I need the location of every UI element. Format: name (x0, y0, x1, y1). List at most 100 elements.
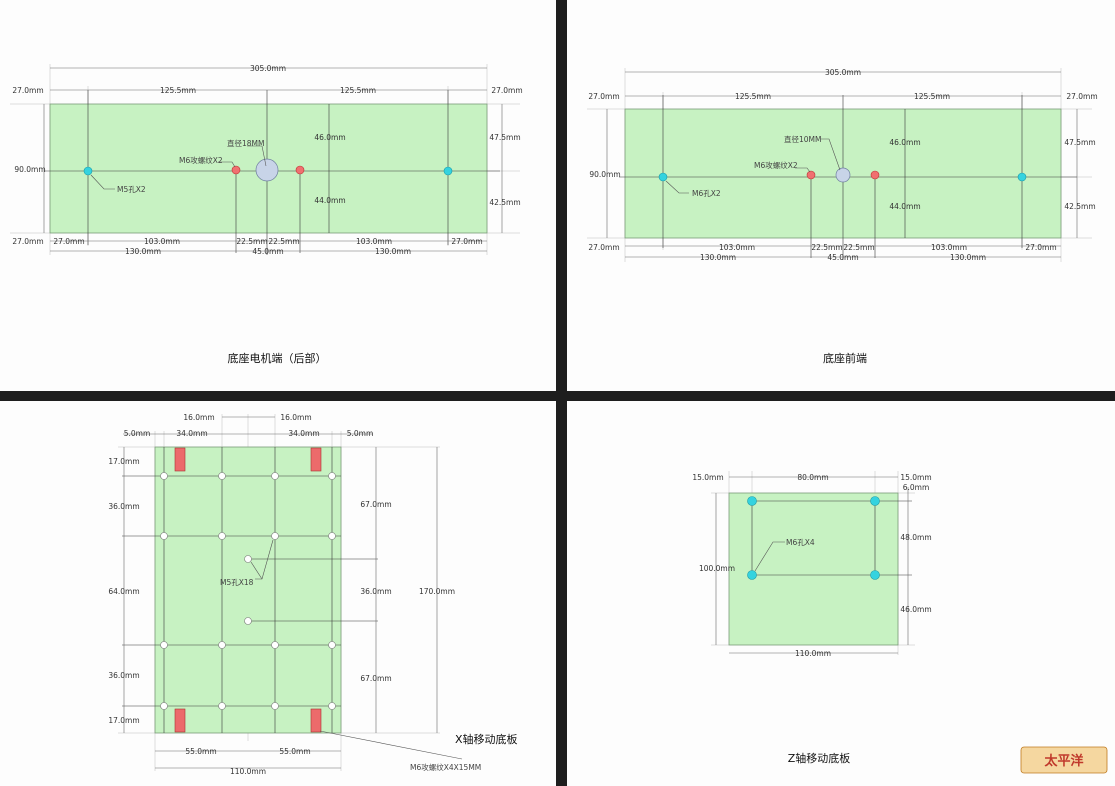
m6-slot-top-right (310, 447, 322, 472)
dim-top-left: 15.0mm (692, 473, 723, 482)
dim-span-left: 34.0mm (176, 429, 207, 438)
dim-b1-e: 103.0mm (356, 237, 392, 246)
m6-thread-hole-right (870, 170, 880, 180)
dim-b1-b: 22.5mm (811, 243, 842, 252)
dim-top-mid: 80.0mm (797, 473, 828, 482)
dim-inner-upper: 46.0mm (314, 133, 345, 142)
dim-mid-right: 16.0mm (280, 413, 311, 422)
dim-left-e: 17.0mm (108, 716, 139, 725)
m5-hole (328, 472, 336, 480)
dim-b2-b: 45.0mm (827, 253, 858, 262)
drawing-base-front-end: 305.0mm 27.0mm 125.5mm 125.5mm 27.0mm 90… (587, 68, 1098, 365)
m6-hole-top-right (870, 496, 880, 506)
dim-b1-f: 27.0mm (451, 237, 482, 246)
dim-b1-a: 103.0mm (719, 243, 755, 252)
panel-z-axis-plate: 15.0mm 80.0mm 15.0mm 6.0mm 48.0mm 46.0mm… (567, 401, 1115, 786)
logo-text: 太平洋 (1043, 753, 1083, 769)
dim-span-right: 34.0mm (288, 429, 319, 438)
m5-hole (328, 641, 336, 649)
dim-left-d: 36.0mm (108, 671, 139, 680)
dim-left-edge: 27.0mm (588, 92, 619, 101)
dim-b1-b: 103.0mm (144, 237, 180, 246)
dim-right-total: 170.0mm (419, 587, 455, 596)
m5-hole (160, 702, 168, 710)
dim-left-b: 36.0mm (108, 502, 139, 511)
dim-right-a: 67.0mm (360, 500, 391, 509)
dim-b2-a: 130.0mm (700, 253, 736, 262)
m6-hole-bottom-left (747, 570, 757, 580)
z-axis-plate (728, 492, 899, 646)
dim-inner-lower: 44.0mm (889, 202, 920, 211)
dim-right-lower: 42.5mm (489, 198, 520, 207)
base-plate (49, 103, 488, 234)
dim-total-width: 305.0mm (250, 64, 286, 73)
m5-hole (160, 532, 168, 540)
m5-hole-left (83, 166, 93, 176)
m6-thread-hole-left (806, 170, 816, 180)
dim-b1-e: 27.0mm (1025, 243, 1056, 252)
m5-hole-right (443, 166, 453, 176)
m5-hole (271, 472, 279, 480)
dim-right-b: 36.0mm (360, 587, 391, 596)
caption-x-axis-plate: X轴移动底板 (455, 732, 518, 746)
dim-b2-a: 130.0mm (125, 247, 161, 256)
dim-left-span: 125.5mm (160, 86, 196, 95)
m6-hole-bottom-right (870, 570, 880, 580)
dim-b1-c: 22.5mm (236, 237, 267, 246)
panel-base-front-end: 305.0mm 27.0mm 125.5mm 125.5mm 27.0mm 90… (567, 0, 1115, 391)
label-center-bore: 直径10MM (784, 134, 822, 144)
m5-hole (218, 641, 226, 649)
label-m6-hole: M6孔X2 (692, 189, 721, 198)
dim-right-mid: 48.0mm (900, 533, 931, 542)
watermark-logo: 太平洋 (1020, 746, 1108, 774)
dim-b1-d: 103.0mm (931, 243, 967, 252)
m5-hole (218, 472, 226, 480)
dim-right-span: 125.5mm (340, 86, 376, 95)
panel-x-axis-plate: 16.0mm 16.0mm 5.0mm 34.0mm 34.0mm 5.0mm … (0, 401, 556, 786)
m6-hole-left (658, 172, 668, 182)
dim-b2-b: 45.0mm (252, 247, 283, 256)
dim-bottom-left: 55.0mm (185, 747, 216, 756)
m5-hole (328, 532, 336, 540)
dim-top-right: 15.0mm (900, 473, 931, 482)
dim-total-width: 305.0mm (825, 68, 861, 77)
caption-z-axis-plate: Z轴移动底板 (788, 751, 851, 765)
m6-hole-right (1017, 172, 1027, 182)
center-bore-hole (835, 167, 851, 183)
dim-height: 90.0mm (589, 170, 620, 179)
dim-edge-left: 5.0mm (124, 429, 151, 438)
m5-hole (244, 617, 252, 625)
dim-right-edge: 27.0mm (1066, 92, 1097, 101)
dim-b1-d: 22.5mm (268, 237, 299, 246)
dim-left-span: 125.5mm (735, 92, 771, 101)
dim-left-edge: 27.0mm (12, 86, 43, 95)
drawing-x-axis-plate: 16.0mm 16.0mm 5.0mm 34.0mm 34.0mm 5.0mm … (108, 413, 518, 776)
m6-slot-bottom-left (174, 708, 186, 733)
dim-right-upper: 47.5mm (1064, 138, 1095, 147)
caption-base-front-end: 底座前端 (823, 351, 867, 365)
dim-bottom-total: 110.0mm (230, 767, 266, 776)
dim-b1-c: 22.5mm (843, 243, 874, 252)
m5-hole (218, 532, 226, 540)
m5-hole (160, 641, 168, 649)
m6-thread-hole-right (295, 165, 305, 175)
dim-b2-c: 130.0mm (375, 247, 411, 256)
center-bore-hole (255, 158, 279, 182)
drawing-z-axis-plate: 15.0mm 80.0mm 15.0mm 6.0mm 48.0mm 46.0mm… (692, 471, 1108, 774)
caption-base-motor-end: 底座电机端（后部） (228, 351, 327, 365)
dim-right-span: 125.5mm (914, 92, 950, 101)
dim-bottom-edge: 27.0mm (12, 237, 43, 246)
label-m6-slots: M6攻螺纹X4X15MM (410, 762, 481, 772)
x-axis-plate (154, 446, 342, 734)
dim-right-top: 6.0mm (903, 483, 930, 492)
dim-inner-upper: 46.0mm (889, 138, 920, 147)
m5-hole (328, 702, 336, 710)
label-m5-holes: M5孔X18 (220, 578, 254, 587)
m5-hole (244, 555, 252, 563)
drawing-base-motor-end: 305.0mm 27.0mm 125.5mm 125.5mm 27.0mm 90… (10, 64, 523, 365)
m5-hole (271, 641, 279, 649)
m6-hole-top-left (747, 496, 757, 506)
m6-slot-bottom-right (310, 708, 322, 733)
dim-edge-right: 5.0mm (347, 429, 374, 438)
dim-b1-a: 27.0mm (53, 237, 84, 246)
